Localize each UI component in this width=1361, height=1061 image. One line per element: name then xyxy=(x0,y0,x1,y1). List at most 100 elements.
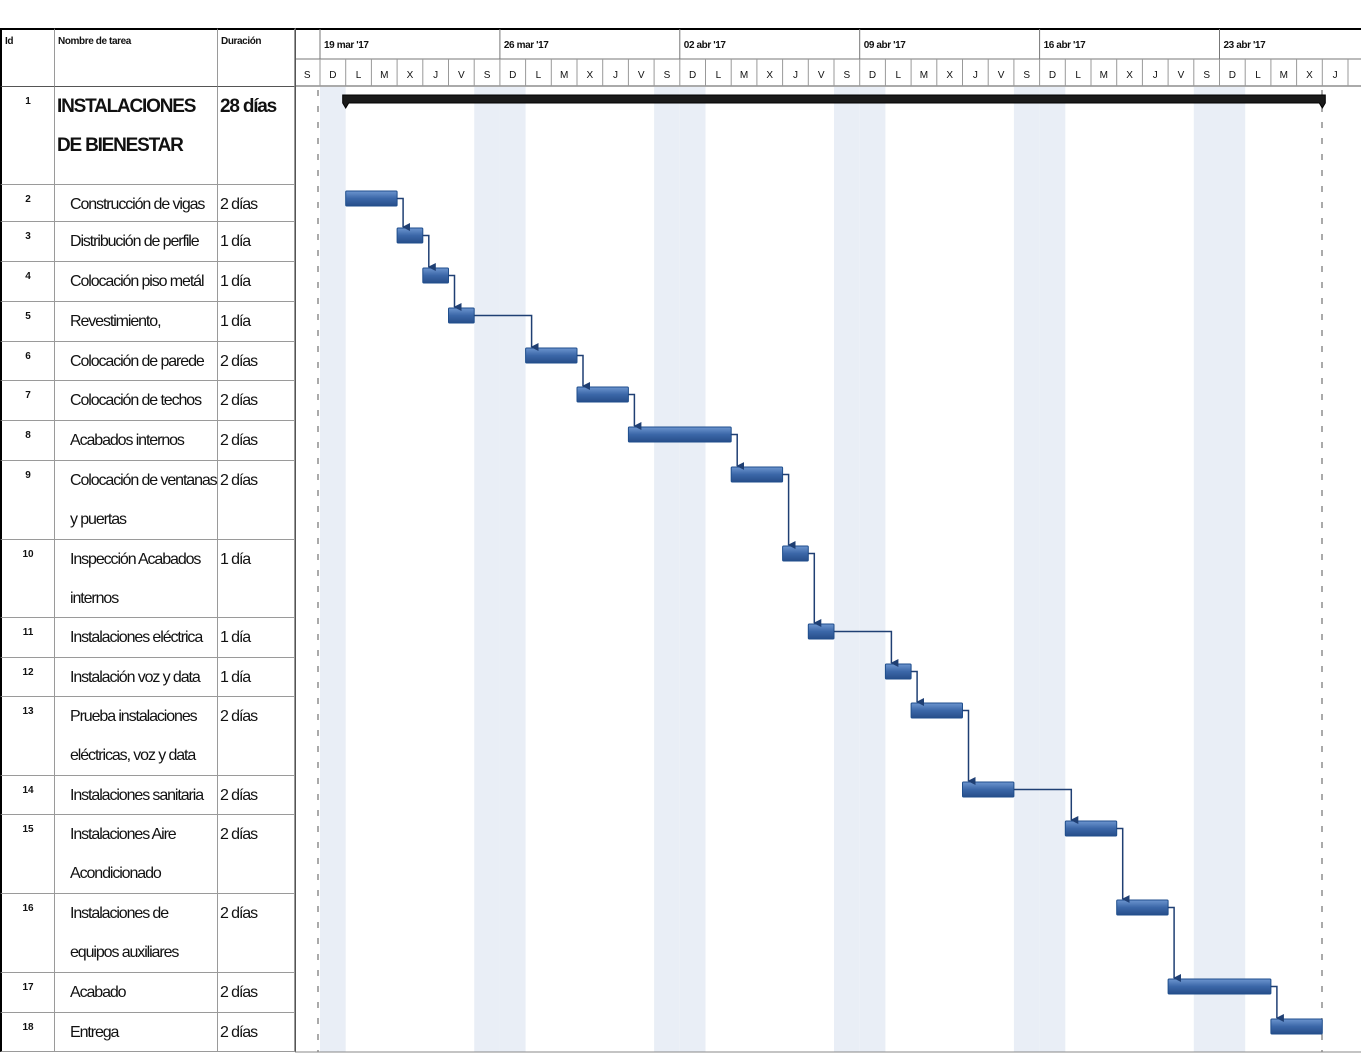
day-label: J xyxy=(973,70,978,81)
day-label: V xyxy=(1178,70,1185,81)
day-label: V xyxy=(638,70,645,81)
task-name: INSTALACIONES DE BIENESTAR xyxy=(55,87,218,185)
task-name: Colocación de parede xyxy=(55,342,218,381)
task-duration: 28 días xyxy=(218,87,295,185)
task-id: 18 xyxy=(0,1013,55,1052)
task-bar xyxy=(422,267,450,284)
dependency-arrow xyxy=(1168,906,1182,982)
task-name: Colocación piso metál xyxy=(55,262,218,302)
day-label: X xyxy=(946,70,953,81)
day-label: X xyxy=(407,70,414,81)
weekend-shade xyxy=(474,87,500,1052)
task-id: 13 xyxy=(0,697,55,776)
weekend-shade xyxy=(859,87,886,1052)
dependency-arrow xyxy=(1270,985,1284,1022)
task-name: Inspección Acabados internos xyxy=(55,540,218,618)
day-label: J xyxy=(433,70,438,81)
day-label: L xyxy=(895,70,901,81)
weekend-shade xyxy=(499,87,526,1052)
week-label: 09 abr '17 xyxy=(864,40,907,51)
dependency-arrow xyxy=(1013,788,1079,824)
task-id: 8 xyxy=(0,421,55,461)
task-duration: 2 días xyxy=(218,894,295,973)
day-label: V xyxy=(818,70,825,81)
task-bar xyxy=(345,190,398,207)
week-label: 23 abr '17 xyxy=(1224,40,1267,51)
day-label: D xyxy=(329,70,336,81)
task-name: Construcción de vigas xyxy=(55,185,218,222)
summary-bar xyxy=(342,94,1326,109)
task-id: 10 xyxy=(0,540,55,618)
dependency-arrow xyxy=(1116,827,1130,903)
task-id: 7 xyxy=(0,381,55,421)
task-id: 4 xyxy=(0,262,55,302)
task-bar xyxy=(576,386,629,403)
task-bar xyxy=(1064,820,1118,837)
task-bar xyxy=(1116,899,1169,916)
task-id: 2 xyxy=(0,185,55,222)
task-id: 9 xyxy=(0,461,55,540)
day-label: M xyxy=(1100,70,1108,81)
task-duration: 1 día xyxy=(218,658,295,697)
week-label: 16 abr '17 xyxy=(1044,40,1087,51)
dependency-arrow xyxy=(474,314,539,351)
weekend-shade xyxy=(1013,87,1040,1052)
day-label: V xyxy=(998,70,1005,81)
weekend-shade xyxy=(1039,87,1066,1052)
day-label: M xyxy=(920,70,928,81)
task-id: 15 xyxy=(0,815,55,894)
day-label: S xyxy=(844,70,851,81)
weekend-shade xyxy=(1219,87,1246,1052)
dependency-arrow xyxy=(397,197,411,231)
task-name: Entrega xyxy=(55,1013,218,1052)
task-duration: 1 día xyxy=(218,302,295,342)
day-label: J xyxy=(613,70,618,81)
dependency-arrow xyxy=(962,709,976,785)
task-duration: 2 días xyxy=(218,461,295,540)
day-label: D xyxy=(509,70,516,81)
dependency-arrow xyxy=(834,630,899,667)
day-label: D xyxy=(1049,70,1056,81)
day-label: L xyxy=(1255,70,1261,81)
task-bar xyxy=(730,466,784,483)
day-label: D xyxy=(689,70,696,81)
task-name: Instalaciones eléctrica xyxy=(55,618,218,658)
task-bar xyxy=(448,307,475,324)
task-name: Colocación de ventanas y puertas xyxy=(55,461,218,540)
weekend-shade xyxy=(320,87,346,1052)
day-label: L xyxy=(536,70,542,81)
task-id: 11 xyxy=(0,618,55,658)
weekend-shade xyxy=(679,87,706,1052)
task-duration: 2 días xyxy=(218,1013,295,1052)
task-bar xyxy=(627,426,732,443)
task-name: Revestimiento, xyxy=(55,302,218,342)
task-id: 3 xyxy=(0,222,55,262)
gantt-chart: 19 mar '17 26 mar '17 02 abr '17 09 abr '17… xyxy=(295,28,1361,1053)
task-name: Instalaciones de equipos auxiliares xyxy=(55,894,218,973)
day-label: X xyxy=(1306,70,1313,81)
task-bar xyxy=(525,347,578,364)
weekend-shade xyxy=(834,87,860,1052)
task-id: 17 xyxy=(0,973,55,1013)
dependency-arrow xyxy=(731,433,745,470)
task-id: 12 xyxy=(0,658,55,697)
dependency-arrow xyxy=(422,234,436,271)
task-name: Prueba instalaciones eléctricas, voz y d… xyxy=(55,697,218,776)
day-label: M xyxy=(380,70,388,81)
week-label: 19 mar '17 xyxy=(324,40,369,51)
task-name: Acabado xyxy=(55,973,218,1013)
task-id: 14 xyxy=(0,776,55,815)
task-duration: 2 días xyxy=(218,973,295,1013)
duration-header: Duración xyxy=(218,28,295,87)
task-duration: 1 día xyxy=(218,618,295,658)
task-id: 5 xyxy=(0,302,55,342)
task-duration: 2 días xyxy=(218,421,295,461)
week-label: 02 abr '17 xyxy=(684,40,727,51)
day-label: L xyxy=(1075,70,1081,81)
dependency-arrow xyxy=(782,473,796,549)
day-label: L xyxy=(356,70,362,81)
task-bar xyxy=(807,623,835,640)
task-duration: 1 día xyxy=(218,540,295,618)
id-header: Id xyxy=(0,28,55,87)
